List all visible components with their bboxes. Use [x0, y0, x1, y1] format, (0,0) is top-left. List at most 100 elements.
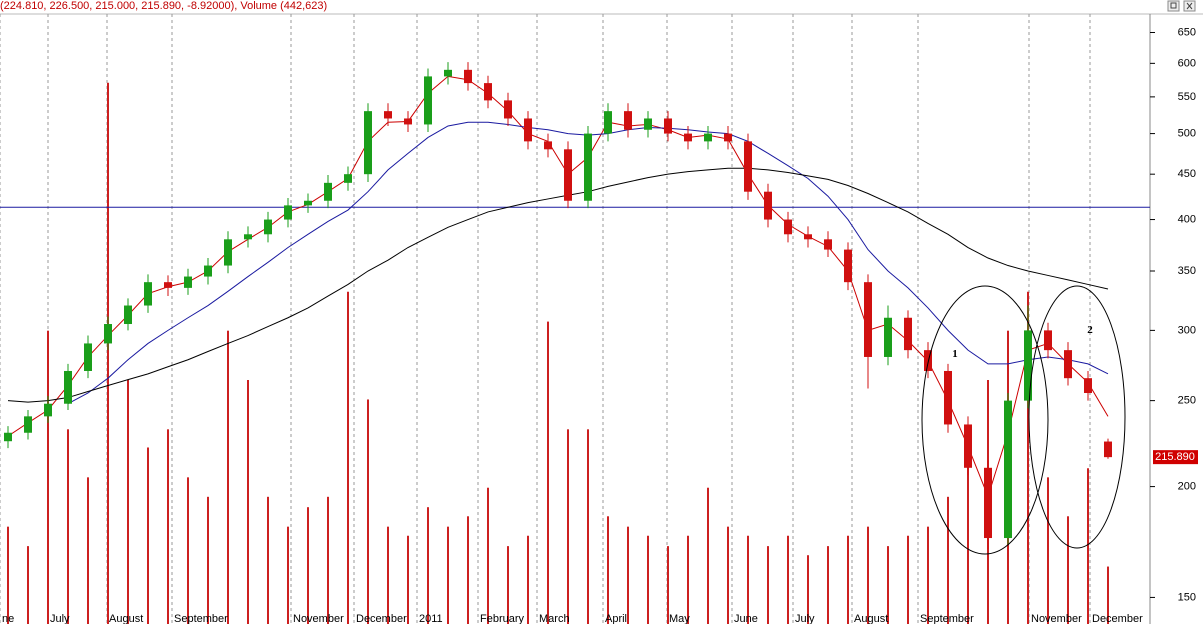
volume-bar [787, 535, 789, 624]
moving-average-line [7, 167, 1109, 403]
candle-body [944, 370, 952, 425]
candle-body [1104, 441, 1112, 458]
candle-body [604, 111, 612, 134]
volume-bar [947, 496, 949, 624]
volume-bar [547, 321, 549, 624]
header-values: (224.810, 226.500, 215.000, 215.890, -8.… [0, 0, 327, 12]
x-tick-label: June [734, 613, 758, 624]
x-tick-label: September [920, 613, 974, 624]
x-tick-label: February [480, 613, 525, 624]
volume-bar [47, 330, 49, 624]
volume-bar [487, 487, 489, 624]
candle-body [64, 370, 72, 404]
candle-body [224, 239, 232, 266]
volume-bar [527, 535, 529, 624]
volume-bar [847, 535, 849, 624]
volume-bar [627, 526, 629, 624]
volume-bar [1087, 468, 1089, 624]
candle-body [584, 133, 592, 201]
volume-bar [67, 429, 69, 624]
candle-body [464, 69, 472, 84]
x-tick-label: November [293, 613, 344, 624]
x-tick-label: July [50, 613, 70, 624]
x-tick-label: September [174, 613, 228, 624]
x-tick-label: 2011 [419, 613, 443, 624]
y-tick-label: 350 [1178, 265, 1196, 277]
plot-area [0, 14, 1150, 624]
candle-body [264, 219, 272, 235]
volume-bar [87, 477, 89, 624]
volume-bar [327, 496, 329, 624]
volume-bar [667, 546, 669, 624]
volume-bar [367, 399, 369, 624]
y-tick-label: 550 [1178, 91, 1196, 103]
volume-bar [907, 535, 909, 624]
volume-bar [647, 535, 649, 624]
candle-body [744, 141, 752, 192]
volume-bar [407, 535, 409, 624]
volume-bar [827, 546, 829, 624]
volume-bar [387, 526, 389, 624]
volume-bar [127, 380, 129, 624]
volume-bar [1067, 516, 1069, 624]
restore-button[interactable] [1167, 0, 1180, 12]
volume-bar [887, 546, 889, 624]
y-tick-label: 600 [1178, 57, 1196, 69]
candle-body [824, 239, 832, 250]
x-tick-label: ne [2, 613, 14, 624]
candle-body [324, 182, 332, 201]
x-tick-label: August [854, 613, 888, 624]
candle-body [104, 324, 112, 344]
candle-body [624, 111, 632, 130]
x-tick-label: March [539, 613, 570, 624]
candle-body [164, 282, 172, 288]
candle-body [84, 343, 92, 371]
candle-body [804, 234, 812, 240]
volume-bar [567, 429, 569, 624]
volume-bar [967, 429, 969, 624]
x-tick-label: August [109, 613, 143, 624]
x-tick-label: December [356, 613, 407, 624]
volume-bar [1027, 291, 1029, 624]
volume-bar [867, 526, 869, 624]
volume-bar [507, 546, 509, 624]
candle-body [984, 467, 992, 539]
volume-bar [727, 526, 729, 624]
y-tick-label: 250 [1178, 395, 1196, 407]
volume-bar [7, 526, 9, 624]
candle-body [1024, 330, 1032, 401]
volume-bar [227, 330, 229, 624]
volume-bar [307, 507, 309, 624]
volume-bar [287, 526, 289, 624]
volume-bar [147, 447, 149, 624]
candle-body [704, 133, 712, 142]
candle-body [784, 219, 792, 235]
candle-body [844, 249, 852, 283]
y-tick-label: 200 [1178, 480, 1196, 492]
candle-body [1044, 330, 1052, 351]
circle-annotation [921, 285, 1049, 555]
volume-bar [207, 496, 209, 624]
moving-average-line [7, 75, 1109, 498]
x-tick-label: July [795, 613, 815, 624]
candle-body [884, 317, 892, 357]
volume-bar [447, 526, 449, 624]
volume-bar [767, 546, 769, 624]
candle-body [904, 317, 912, 351]
candle-body [1064, 350, 1072, 379]
candle-body [644, 118, 652, 130]
volume-bar [347, 291, 349, 624]
candle-body [544, 141, 552, 150]
volume-bar [427, 507, 429, 624]
volume-bar [247, 380, 249, 624]
candle-body [724, 133, 732, 142]
candle-body [404, 118, 412, 125]
x-tick-label: November [1031, 613, 1082, 624]
volume-bar [707, 487, 709, 624]
y-tick-label: 150 [1178, 591, 1196, 603]
y-tick-label: 450 [1178, 168, 1196, 180]
candle-body [564, 149, 572, 201]
candle-body [24, 416, 32, 433]
candle-body [964, 424, 972, 468]
